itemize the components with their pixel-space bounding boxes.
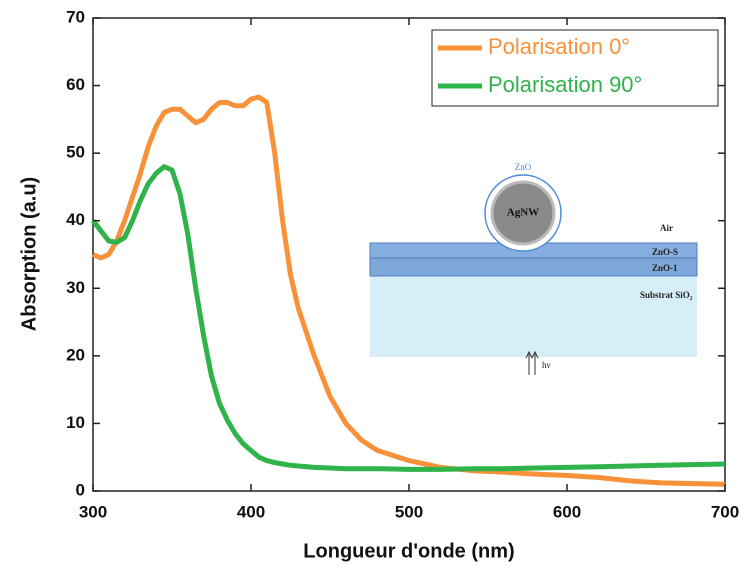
inset-label: AgNW: [507, 207, 539, 219]
y-tick-label: 40: [66, 210, 85, 229]
y-tick-label: 0: [76, 480, 85, 499]
legend-label: Polarisation 0°: [488, 34, 630, 59]
y-tick-label: 20: [66, 345, 85, 364]
x-tick-label: 300: [79, 502, 107, 521]
x-tick-label: 600: [553, 502, 581, 521]
data-line: [92, 94, 726, 487]
agnw-core: [490, 180, 556, 246]
y-tick-label: 10: [66, 413, 85, 432]
inset-label: hν: [542, 360, 551, 370]
inset-label: ZnO-S: [652, 247, 678, 257]
data-line: [91, 164, 726, 472]
x-tick-label: 400: [237, 502, 265, 521]
legend-box: [431, 29, 719, 107]
y-tick-label: 50: [66, 143, 85, 162]
y-tick-label: 30: [66, 278, 85, 297]
y-tick-label: 70: [66, 7, 85, 26]
inset-label: ZnO-1: [652, 263, 678, 273]
y-tick-label: 60: [66, 75, 85, 94]
x-tick-label: 700: [711, 502, 739, 521]
substrate-layer: [370, 276, 697, 357]
arrow-heads: [525, 350, 539, 359]
x-axis-label: Longueur d'onde (nm): [303, 540, 514, 562]
inset-label: ZnO: [515, 162, 532, 172]
inset-label: Substrat SiO₂: [640, 290, 693, 300]
legend-label: Polarisation 90°: [488, 72, 642, 97]
x-tick-label: 500: [395, 502, 423, 521]
y-axis-label: Absorption (a.u): [18, 177, 40, 331]
inset-diagram: ZnO AgNW Air ZnO-S ZnO-1 Substrat SiO₂ h…: [369, 162, 698, 375]
inset-label: Air: [660, 223, 673, 233]
zno-1-layer: [369, 257, 698, 277]
